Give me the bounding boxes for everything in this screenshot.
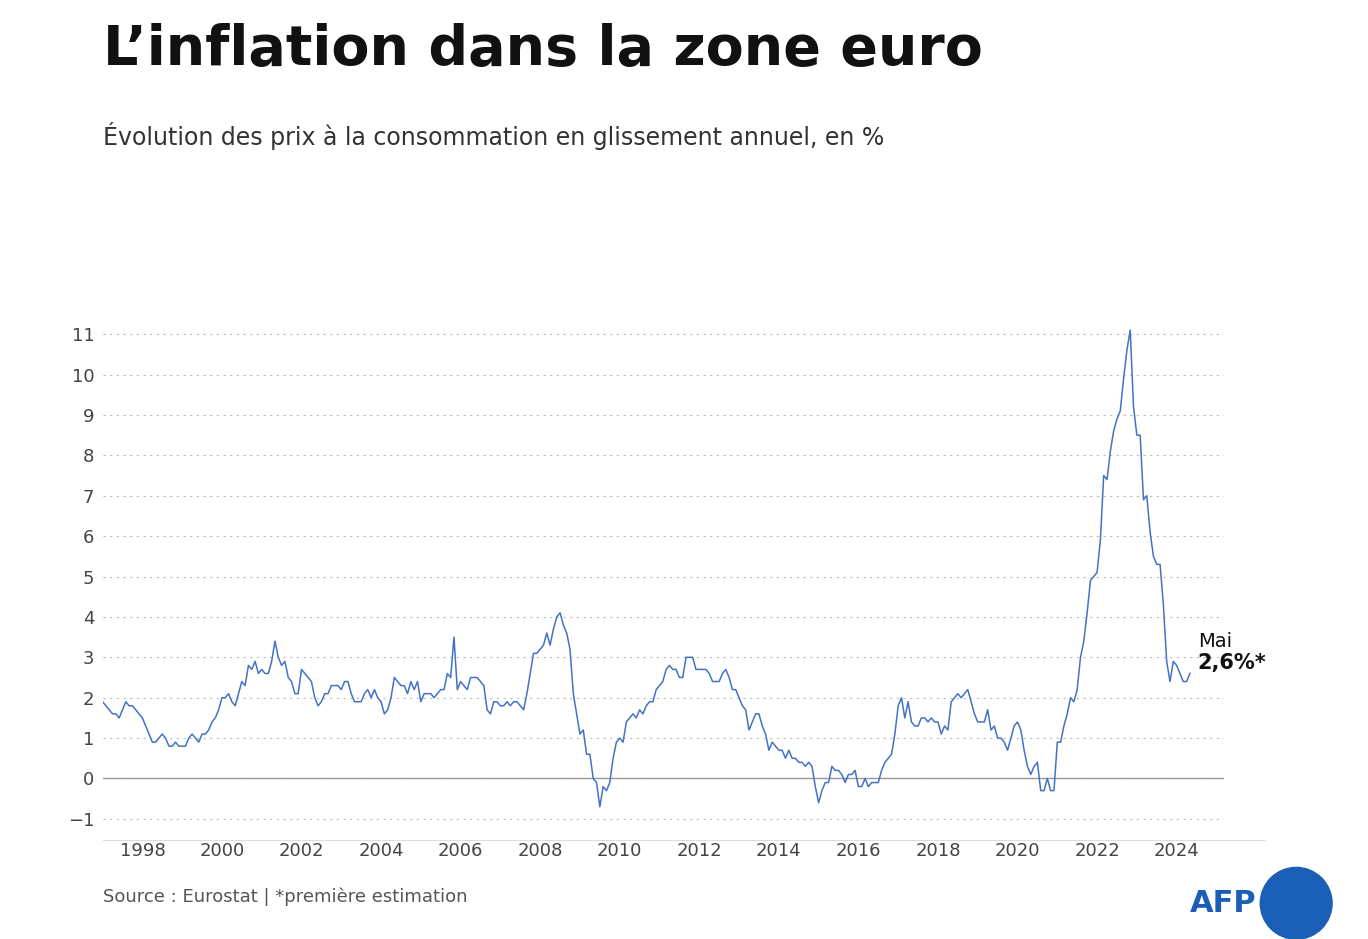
Text: Évolution des prix à la consommation en glissement annuel, en %: Évolution des prix à la consommation en … — [103, 122, 884, 150]
Circle shape — [1260, 868, 1332, 939]
Text: Source : Eurostat | *première estimation: Source : Eurostat | *première estimation — [103, 887, 466, 906]
Text: Mai: Mai — [1198, 632, 1233, 652]
Text: 2,6%*: 2,6%* — [1198, 654, 1267, 673]
Text: AFP: AFP — [1190, 889, 1257, 917]
Text: L’inflation dans la zone euro: L’inflation dans la zone euro — [103, 23, 982, 78]
